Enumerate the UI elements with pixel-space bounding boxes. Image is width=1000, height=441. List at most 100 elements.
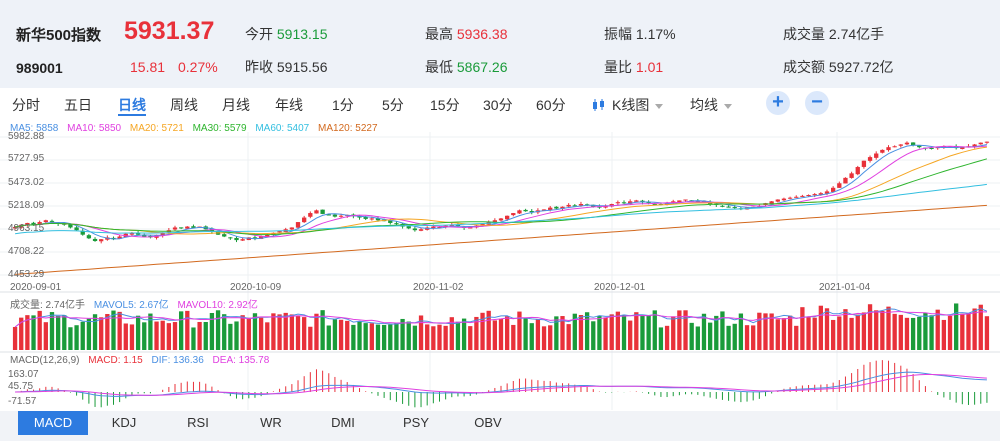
candle-body	[357, 215, 362, 218]
zoom-out-button[interactable]: −	[805, 91, 829, 115]
candle-body	[80, 230, 85, 235]
ma120-line	[15, 204, 987, 275]
tab-wr[interactable]: WR	[236, 411, 306, 435]
candle-body	[234, 237, 239, 241]
stock-code: 989001	[16, 60, 63, 76]
volume-bar	[43, 322, 48, 350]
candle-body	[504, 215, 510, 220]
candle-body	[523, 209, 528, 212]
volume-bar	[320, 310, 325, 350]
candle-body	[369, 218, 374, 220]
kline-type-select[interactable]: K线图	[592, 95, 664, 115]
candle-body	[68, 223, 73, 228]
volume-bar	[99, 317, 104, 350]
volume-bar	[363, 323, 368, 350]
volume-bar	[652, 310, 657, 350]
candle-body	[498, 218, 504, 221]
volume-bar	[461, 318, 467, 350]
volume-bar	[92, 314, 98, 350]
candle-body	[375, 218, 381, 221]
volume-bar	[326, 325, 331, 350]
period-tab-1min[interactable]: 1分	[332, 97, 354, 113]
candle-body	[910, 142, 916, 146]
period-tab-yearly[interactable]: 年线	[275, 97, 303, 113]
candle-body	[806, 195, 811, 197]
volume-bar	[468, 326, 473, 350]
tab-obv[interactable]: OBV	[453, 411, 523, 435]
candle-body	[185, 226, 190, 229]
volume-bar	[566, 324, 571, 350]
y-tick-label: 5473.02	[8, 177, 45, 188]
tab-kdj[interactable]: KDJ	[89, 411, 159, 435]
candle-body	[37, 222, 42, 225]
candle-body	[431, 226, 436, 229]
period-tab-60min[interactable]: 60分	[536, 97, 566, 113]
volume-bar	[31, 315, 36, 350]
volume-bar	[277, 314, 282, 350]
tab-rsi[interactable]: RSI	[163, 411, 233, 435]
period-tab-5day[interactable]: 五日	[64, 97, 92, 113]
period-tab-monthly[interactable]: 月线	[222, 97, 250, 113]
tab-macd[interactable]: MACD	[18, 411, 88, 435]
period-tab-weekly[interactable]: 周线	[170, 97, 198, 113]
volume-bar	[345, 320, 350, 350]
volume-bar	[258, 317, 264, 350]
volume-bar	[855, 314, 860, 350]
amount-stat: 成交额 5927.72亿	[783, 57, 894, 77]
volume-bar	[375, 324, 381, 350]
volume-bar	[787, 315, 793, 350]
macd-axis-label: -71.57	[8, 396, 37, 407]
candle-body	[302, 217, 307, 223]
y-tick-label: 4453.29	[8, 269, 45, 280]
volume-bar	[861, 312, 867, 350]
volume-bar	[535, 319, 541, 350]
volume-bar	[966, 312, 971, 350]
volume-bar	[240, 315, 245, 350]
volume-bar	[443, 325, 448, 350]
volume-bar	[437, 324, 442, 350]
period-tab-intraday[interactable]: 分时	[12, 97, 40, 113]
y-tick-label: 5218.09	[8, 200, 45, 211]
volume-bar	[701, 313, 707, 350]
candle-body	[86, 235, 92, 239]
tab-dmi[interactable]: DMI	[308, 411, 378, 435]
macd-params-legend: MACD(12,26,9)	[10, 355, 80, 366]
volume-bar	[560, 316, 565, 350]
x-date-label: 2020-12-01	[594, 282, 646, 293]
amt-value: 5927.72亿	[828, 59, 894, 75]
volume-bar	[197, 321, 202, 350]
ratio-label: 量比	[604, 59, 632, 75]
candle-body	[412, 228, 418, 231]
candle-body	[929, 147, 934, 149]
x-date-label: 2020-09-01	[10, 282, 62, 293]
volume-bar	[677, 310, 682, 350]
ma30-line	[15, 158, 988, 236]
indicator-select[interactable]: 均线	[690, 95, 732, 115]
candle-body	[443, 225, 448, 227]
period-tab-5min[interactable]: 5分	[382, 97, 404, 113]
volume-bar	[252, 313, 258, 350]
candle-body	[548, 207, 553, 211]
candle-body	[664, 203, 670, 205]
y-tick-label: 5727.95	[8, 153, 45, 164]
amp-value: 1.17%	[635, 26, 676, 42]
candle-body	[160, 232, 165, 236]
candle-body	[271, 232, 276, 235]
dif-value-legend: DIF: 136.36	[151, 355, 204, 366]
volume-bar	[658, 327, 664, 350]
candle-body	[984, 141, 990, 143]
tab-psy[interactable]: PSY	[381, 411, 451, 435]
volume-bar	[880, 310, 885, 350]
x-date-label: 2021-01-04	[819, 282, 871, 293]
period-tab-daily[interactable]: 日线	[118, 97, 146, 113]
ma60-line	[15, 183, 987, 235]
candle-body	[861, 160, 867, 167]
period-tab-30min[interactable]: 30分	[483, 97, 513, 113]
candle-body	[781, 198, 787, 201]
volume-bar	[800, 307, 805, 350]
volume-bar	[597, 315, 602, 350]
zoom-in-button[interactable]: +	[766, 91, 790, 115]
candle-body	[843, 177, 848, 184]
period-tab-15min[interactable]: 15分	[430, 97, 460, 113]
